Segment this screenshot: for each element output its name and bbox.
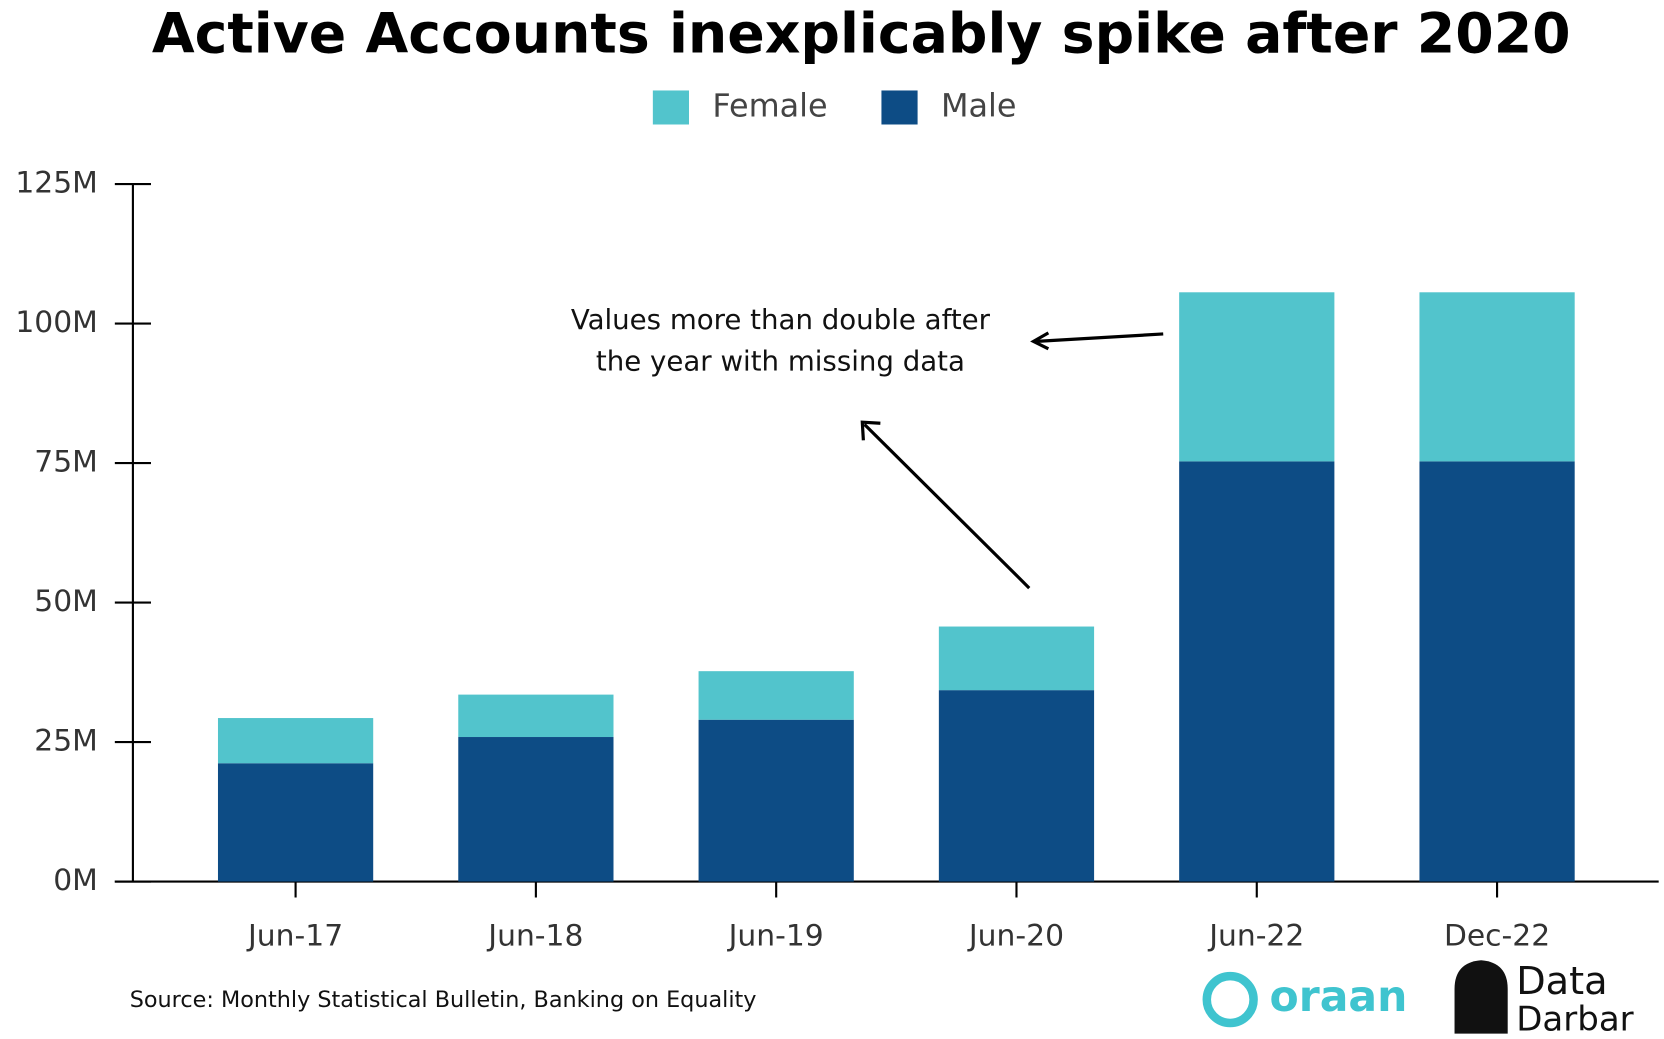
bar-segment <box>698 671 854 720</box>
arrow-head <box>860 420 881 441</box>
y-tick-label: 0M <box>53 863 98 898</box>
bar-segment <box>217 718 374 764</box>
bar-segment <box>1179 461 1335 882</box>
arrow <box>1036 332 1164 343</box>
y-tick-label: 100M <box>15 305 98 340</box>
bar-segment <box>458 737 614 882</box>
annotation: Values more than double after <box>571 303 991 336</box>
logo-text: Data <box>1516 959 1607 1004</box>
logo-icon <box>1202 971 1258 1028</box>
annotation: the year with missing data <box>596 345 965 378</box>
x-tick-label: Jun-20 <box>967 918 1064 953</box>
y-tick-label: 25M <box>34 724 98 759</box>
x-tick-label: Dec-22 <box>1444 918 1550 953</box>
y-tick-label: 50M <box>34 584 98 619</box>
annotation-arrows <box>860 331 1164 590</box>
logo-text: oraan <box>1270 973 1408 1022</box>
chart-title: Active Accounts inexplicably spike after… <box>152 2 1571 66</box>
bar-segment <box>698 719 854 882</box>
bar-segment <box>1419 292 1575 462</box>
arrow <box>863 423 1031 590</box>
datadarbar-logo: Data Darbar <box>1454 959 1634 1039</box>
x-tick-label: Jun-22 <box>1207 918 1304 953</box>
y-tick-label: 125M <box>15 166 98 201</box>
legend-label: Male <box>941 86 1017 124</box>
bar-segment <box>1419 461 1575 882</box>
legend-swatch <box>652 90 689 125</box>
y-tick-label: 75M <box>34 445 98 480</box>
bar-segment <box>1179 292 1335 462</box>
bar-segment <box>458 694 614 738</box>
bar-segment <box>938 690 1095 882</box>
legend-label: Female <box>712 86 827 124</box>
logo-text: Darbar <box>1516 999 1633 1039</box>
bar-segment <box>938 626 1095 691</box>
legend-swatch <box>881 90 918 125</box>
oraan-logo: oraan <box>1202 971 1408 1028</box>
x-tick-label: Jun-18 <box>486 918 583 953</box>
source-note: Source: Monthly Statistical Bulletin, Ba… <box>130 987 757 1013</box>
x-tick-label: Jun-17 <box>246 918 343 953</box>
arrow-head <box>1030 331 1050 351</box>
bar-segment <box>217 763 374 882</box>
x-tick-label: Jun-19 <box>727 918 824 953</box>
logo-icon <box>1454 960 1508 1034</box>
